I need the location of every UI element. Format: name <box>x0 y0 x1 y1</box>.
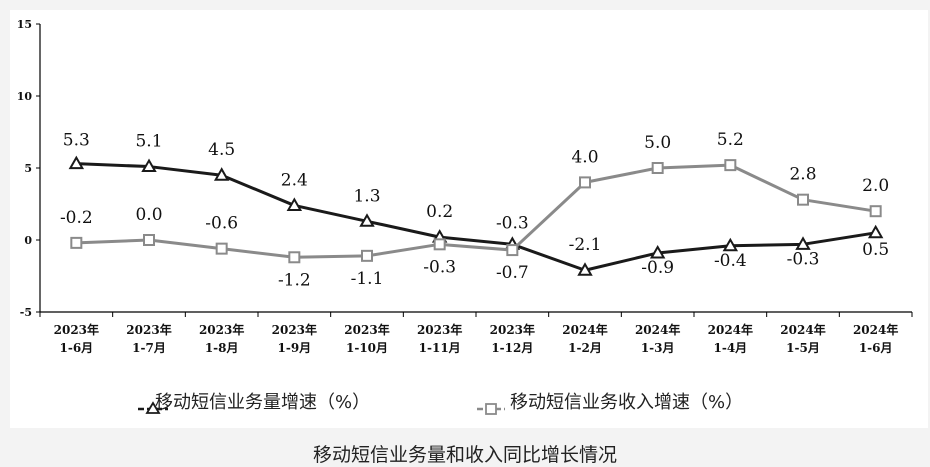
data-label-revenue: -0.3 <box>423 257 456 277</box>
x-tick-label-period: 1-6月 <box>859 341 893 355</box>
x-tick-label-year: 2023年 <box>344 322 389 337</box>
data-label-revenue: -0.7 <box>496 263 529 283</box>
y-tick-label: 15 <box>17 18 32 31</box>
data-label-revenue: 2.8 <box>789 165 816 185</box>
series-line-revenue <box>76 163 876 259</box>
data-label-volume: 5.1 <box>135 132 162 152</box>
data-label-revenue: -1.2 <box>278 270 311 290</box>
data-label-volume: -0.3 <box>787 249 820 269</box>
data-point-volume <box>722 237 739 252</box>
data-point-revenue <box>651 162 664 174</box>
data-point-volume <box>795 236 811 250</box>
data-point-revenue <box>433 238 446 251</box>
data-point-volume <box>213 167 230 181</box>
data-label-volume: 1.3 <box>353 186 380 206</box>
series-line-volume <box>76 162 876 272</box>
x-tick-label-period: 1-12月 <box>491 341 533 355</box>
data-label-revenue: -0.2 <box>60 208 93 228</box>
data-point-volume <box>359 213 375 227</box>
data-point-revenue <box>724 159 737 172</box>
data-point-volume <box>867 224 884 239</box>
data-label-volume: -0.3 <box>496 213 529 233</box>
figure-caption: 移动短信业务量和收入同比增长情况 <box>312 444 617 466</box>
y-tick-label: 10 <box>17 90 33 103</box>
x-tick-label-period: 1-2月 <box>568 341 602 355</box>
x-tick-label-period: 1-3月 <box>641 341 675 355</box>
y-tick-label: -5 <box>20 306 32 319</box>
legend-item-revenue: 移动短信业务收入增速（%） <box>510 388 743 414</box>
x-tick-label-year: 2024年 <box>708 322 753 337</box>
x-tick-label-year: 2023年 <box>490 322 535 337</box>
x-tick-label-year: 2023年 <box>54 322 99 337</box>
data-point-volume <box>577 262 593 276</box>
x-tick-label-year: 2024年 <box>635 322 680 337</box>
legend-label-revenue: 移动短信业务收入增速（%） <box>510 392 744 413</box>
x-tick-label-period: 1-11月 <box>419 341 461 355</box>
x-tick-label-year: 2023年 <box>126 322 171 337</box>
x-tick-label-period: 1-10月 <box>346 341 388 355</box>
x-tick-label-period: 1-4月 <box>713 341 747 355</box>
legend-marker-revenue <box>485 403 497 415</box>
data-point-revenue <box>70 236 83 249</box>
data-label-volume: -0.4 <box>714 251 747 271</box>
legend-item-volume: 移动短信业务量增速（%） <box>155 388 370 414</box>
x-tick-label-year: 2023年 <box>272 322 317 337</box>
x-tick-label-year: 2023年 <box>199 322 244 337</box>
legend-label-volume: 移动短信业务量增速（%） <box>155 392 371 413</box>
x-tick-label-period: 1-5月 <box>786 341 820 355</box>
data-label-volume: 0.5 <box>862 240 889 260</box>
data-label-volume: 5.3 <box>63 131 90 151</box>
data-label-volume: 2.4 <box>281 170 308 190</box>
data-point-revenue <box>579 176 591 189</box>
data-label-volume: -2.1 <box>569 235 602 255</box>
data-label-volume: 0.2 <box>426 202 453 222</box>
data-label-revenue: 0.0 <box>135 205 162 225</box>
y-tick-label: 0 <box>24 234 32 247</box>
data-label-revenue: 5.0 <box>644 133 671 153</box>
data-label-volume: 4.5 <box>208 140 235 160</box>
data-point-volume <box>649 244 666 259</box>
data-point-revenue <box>143 234 155 246</box>
data-point-volume <box>68 155 85 170</box>
x-tick-label-period: 1-8月 <box>205 341 239 355</box>
x-tick-label-year: 2024年 <box>562 322 607 337</box>
data-label-volume: -0.9 <box>641 258 674 278</box>
data-point-volume <box>141 158 157 173</box>
x-tick-label-year: 2024年 <box>853 322 898 337</box>
data-label-revenue: -0.6 <box>205 214 238 234</box>
x-tick-label-period: 1-7月 <box>132 341 166 355</box>
data-label-revenue: 2.0 <box>862 176 889 196</box>
y-tick-label: 5 <box>24 162 32 175</box>
data-point-revenue <box>797 193 809 206</box>
plot-panel <box>10 10 928 428</box>
data-point-revenue <box>215 242 228 255</box>
data-point-revenue <box>361 249 373 262</box>
data-label-revenue: -1.1 <box>351 269 384 289</box>
data-point-revenue <box>288 251 301 264</box>
legend-marker-volume <box>145 401 161 414</box>
x-tick-label-year: 2024年 <box>780 322 825 337</box>
data-point-revenue <box>869 205 882 218</box>
data-label-revenue: 5.2 <box>717 130 744 150</box>
data-point-volume <box>286 197 303 211</box>
x-tick-label-period: 1-9月 <box>277 341 311 355</box>
x-tick-label-period: 1-6月 <box>59 341 93 355</box>
data-point-revenue <box>506 244 519 257</box>
x-tick-label-year: 2023年 <box>417 322 462 337</box>
data-label-revenue: 4.0 <box>571 147 598 167</box>
